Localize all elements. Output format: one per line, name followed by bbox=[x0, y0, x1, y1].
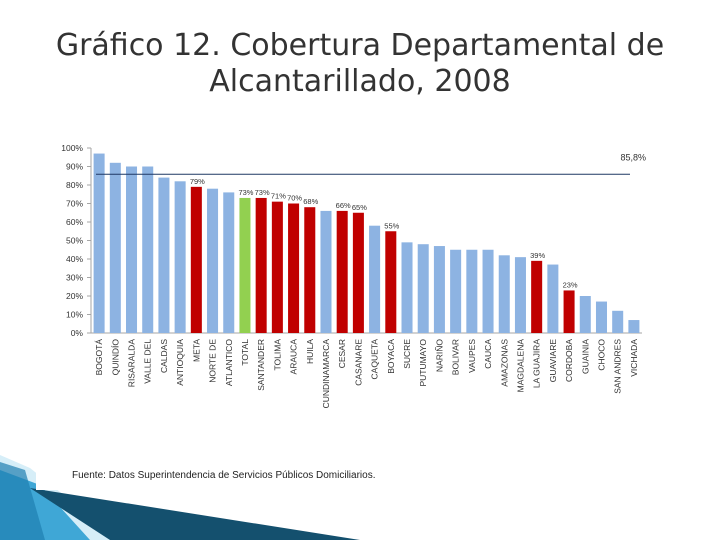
y-tick-label: 0% bbox=[71, 328, 84, 338]
reference-line-label: 85,8% bbox=[620, 152, 646, 162]
data-label: 71% bbox=[271, 192, 286, 201]
corner-wave-edge bbox=[0, 462, 45, 540]
bar-2 bbox=[126, 166, 138, 333]
bar-28 bbox=[547, 264, 559, 333]
data-label: 23% bbox=[563, 280, 578, 289]
bar-3 bbox=[142, 166, 154, 333]
y-tick-label: 30% bbox=[66, 273, 83, 283]
bar-24 bbox=[482, 249, 494, 333]
bar-30 bbox=[579, 296, 591, 333]
data-label: 55% bbox=[384, 221, 399, 230]
x-tick-label: CASANARE bbox=[353, 339, 363, 386]
x-tick-label: ARAUCA bbox=[289, 339, 299, 375]
bar-11 bbox=[271, 201, 283, 333]
data-label: 73% bbox=[238, 188, 253, 197]
bar-10 bbox=[255, 197, 267, 333]
bar-6 bbox=[190, 186, 202, 333]
bar-31 bbox=[595, 301, 607, 333]
y-tick-label: 10% bbox=[66, 310, 83, 320]
bar-29 bbox=[563, 290, 575, 333]
y-tick-label: 70% bbox=[66, 199, 83, 209]
x-tick-label: VAUPES bbox=[467, 339, 477, 373]
x-tick-label: GUAINIA bbox=[580, 339, 590, 374]
bar-16 bbox=[352, 212, 364, 333]
slide-title: Gráfico 12. Cobertura Departamental de A… bbox=[0, 28, 720, 100]
x-tick-label: BOYACA bbox=[386, 339, 396, 374]
data-label: 70% bbox=[287, 194, 302, 203]
y-tick-label: 40% bbox=[66, 254, 83, 264]
x-tick-label: ATLANTICO bbox=[224, 339, 234, 386]
bar-8 bbox=[223, 192, 235, 333]
bar-5 bbox=[174, 181, 186, 333]
bar-13 bbox=[304, 207, 316, 333]
x-tick-label: CAQUETA bbox=[370, 339, 380, 380]
bar-9 bbox=[239, 197, 251, 333]
x-tick-label: PUTUMAYO bbox=[418, 339, 428, 387]
x-tick-label: MAGDALENA bbox=[515, 339, 525, 393]
bar-14 bbox=[320, 210, 332, 333]
bar-26 bbox=[514, 257, 526, 333]
bar-0 bbox=[93, 153, 105, 333]
x-tick-label: CUNDINAMARCA bbox=[321, 339, 331, 409]
slide-title-line2: Alcantarillado, 2008 bbox=[209, 64, 511, 99]
bar-18 bbox=[385, 231, 397, 333]
slide-title-line1: Gráfico 12. Cobertura Departamental de bbox=[55, 28, 665, 63]
x-tick-label: CAUCA bbox=[483, 339, 493, 369]
bar-4 bbox=[158, 177, 170, 333]
x-tick-label: SUCRE bbox=[402, 339, 412, 369]
y-tick-label: 80% bbox=[66, 180, 83, 190]
data-label: 39% bbox=[530, 251, 545, 260]
x-tick-label: ANTIOQUIA bbox=[175, 339, 185, 386]
x-tick-label: NORTE DE bbox=[208, 339, 218, 383]
bar-19 bbox=[401, 242, 413, 333]
bar-12 bbox=[288, 203, 300, 333]
bar-32 bbox=[612, 310, 624, 333]
bar-20 bbox=[417, 244, 429, 333]
y-tick-label: 20% bbox=[66, 291, 83, 301]
x-tick-label: GUAVIARE bbox=[548, 339, 558, 383]
bar-27 bbox=[531, 260, 543, 333]
bar-21 bbox=[433, 246, 445, 333]
bar-17 bbox=[369, 225, 381, 333]
x-tick-label: CESAR bbox=[337, 339, 347, 368]
y-tick-label: 60% bbox=[66, 217, 83, 227]
bar-23 bbox=[466, 249, 478, 333]
x-tick-label: RISARALDA bbox=[127, 339, 137, 388]
data-label: 73% bbox=[255, 188, 270, 197]
x-tick-label: CALDAS bbox=[159, 339, 169, 373]
bar-25 bbox=[498, 255, 510, 333]
bar-22 bbox=[450, 249, 462, 333]
source-note: Fuente: Datos Superintendencia de Servic… bbox=[72, 470, 376, 481]
x-tick-label: HUILA bbox=[305, 339, 315, 364]
x-tick-label: NARIÑO bbox=[434, 339, 444, 372]
x-tick-label: SANTANDER bbox=[256, 339, 266, 391]
x-tick-label: CHOCO bbox=[596, 339, 606, 371]
bar-1 bbox=[109, 162, 121, 333]
x-tick-label: AMAZONAS bbox=[499, 339, 509, 387]
x-tick-label: BOGOTÁ bbox=[94, 339, 104, 376]
x-tick-label: QUINDÍO bbox=[110, 339, 120, 376]
y-tick-label: 100% bbox=[61, 143, 83, 153]
x-tick-label: CORDOBA bbox=[564, 339, 574, 382]
y-tick-label: 90% bbox=[66, 162, 83, 172]
bar-15 bbox=[336, 210, 348, 333]
x-tick-label: META bbox=[191, 339, 201, 362]
bar-33 bbox=[628, 320, 640, 333]
bar-7 bbox=[207, 188, 219, 333]
x-tick-label: LA GUAJIRA bbox=[532, 339, 542, 388]
corner-wave-dark bbox=[30, 488, 360, 540]
x-tick-label: TOLIMA bbox=[272, 339, 282, 371]
data-label: 79% bbox=[190, 177, 205, 186]
x-tick-label: BOLIVAR bbox=[451, 339, 461, 375]
data-label: 68% bbox=[303, 197, 318, 206]
x-tick-label: TOTAL bbox=[240, 339, 250, 366]
x-tick-label: SAN ANDRES bbox=[613, 339, 623, 394]
x-tick-label: VICHADA bbox=[629, 339, 639, 377]
y-tick-label: 50% bbox=[66, 236, 83, 246]
data-label: 65% bbox=[352, 203, 367, 212]
data-label: 66% bbox=[336, 201, 351, 210]
x-tick-label: VALLE DEL bbox=[143, 339, 153, 384]
